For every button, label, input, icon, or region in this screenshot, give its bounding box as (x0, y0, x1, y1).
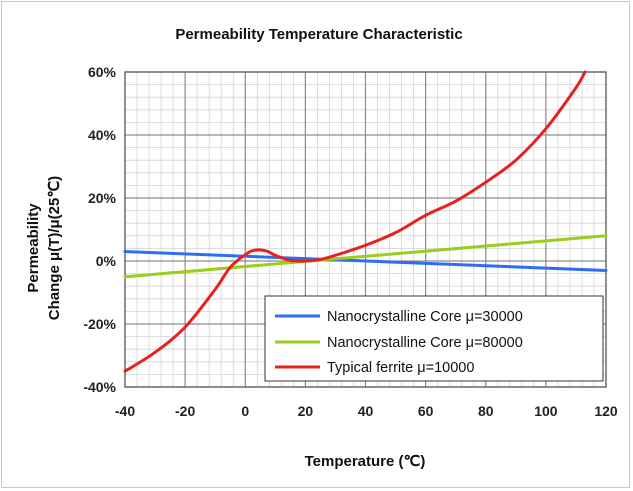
x-tick-label: 80 (478, 403, 494, 419)
y-tick-label: 40% (88, 127, 117, 143)
x-tick-label: -20 (175, 403, 195, 419)
legend-label-2: Typical ferrite μ=10000 (327, 360, 474, 376)
y-axis-label: Permeability Change μ(T)/μ(25℃) (25, 176, 63, 320)
legend: Nanocrystalline Core μ=30000 Nanocrystal… (264, 295, 604, 382)
x-tick-label: 60 (418, 403, 434, 419)
x-tick-label: 120 (594, 403, 618, 419)
y-tick-labels: -40% -20% 0% 20% 40% 60% (83, 64, 116, 395)
series-typical-ferrite (123, 70, 587, 373)
y-axis-label-line2: Change μ(T)/μ(25℃) (46, 176, 63, 320)
series-nanocrystalline-80000 (123, 234, 608, 279)
x-tick-label: 100 (534, 403, 558, 419)
x-tick-label: 20 (298, 403, 314, 419)
y-tick-label: -20% (83, 316, 116, 332)
plot-area-border (124, 71, 607, 388)
grid (124, 71, 607, 388)
x-tick-label: -40 (115, 403, 135, 419)
legend-label-1: Nanocrystalline Core μ=80000 (327, 335, 523, 351)
chart-title: Permeability Temperature Characteristic (175, 26, 462, 43)
series-lines (123, 70, 608, 373)
x-tick-label: 40 (358, 403, 374, 419)
series-nanocrystalline-30000 (123, 250, 608, 272)
y-tick-label: -40% (83, 379, 116, 395)
y-tick-label: 20% (88, 190, 117, 206)
x-axis-label: Temperature (℃) (305, 453, 426, 470)
legend-label-0: Nanocrystalline Core μ=30000 (327, 309, 523, 325)
y-axis-label-line1: Permeability (25, 203, 42, 293)
y-tick-label: 0% (96, 253, 117, 269)
x-tick-label: 0 (241, 403, 249, 419)
legend-box (264, 295, 604, 382)
x-tick-labels: -40 -20 0 20 40 60 80 100 120 (115, 403, 618, 419)
y-tick-label: 60% (88, 64, 117, 80)
